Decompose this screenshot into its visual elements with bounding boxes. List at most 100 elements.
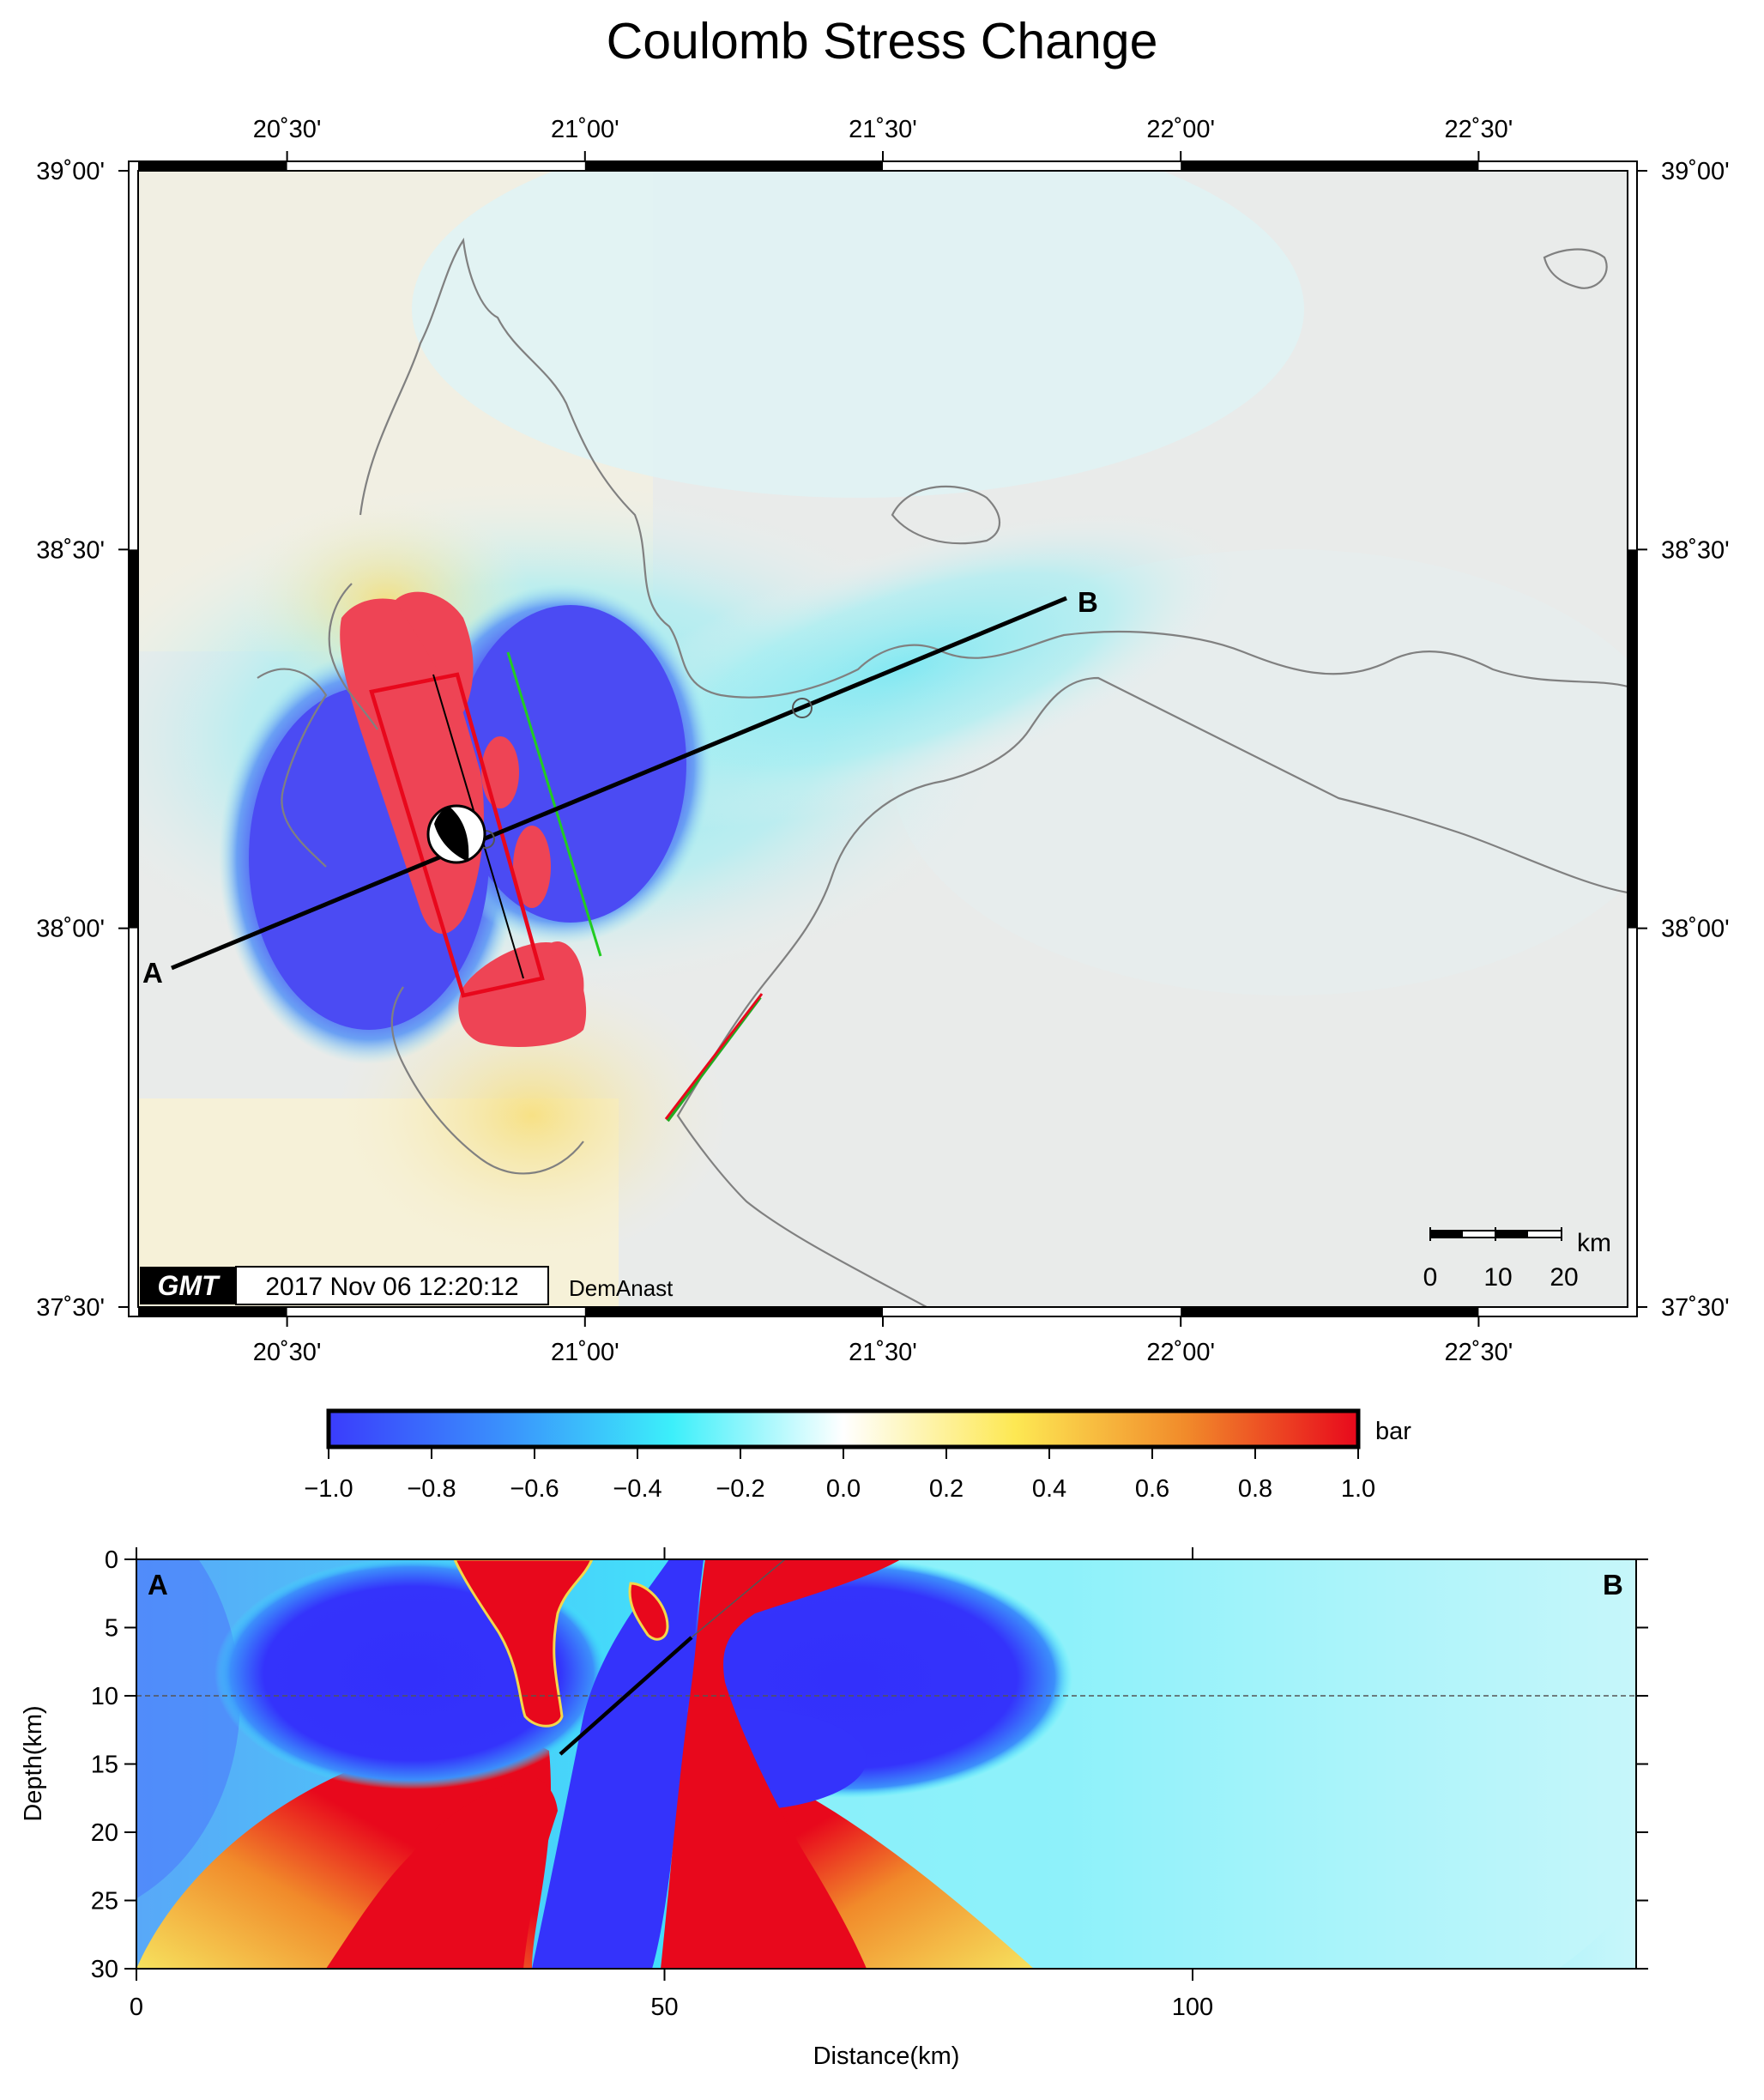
map-frame-segment-bottom	[584, 1308, 883, 1316]
map-negative-core-east	[455, 605, 686, 923]
scale-bar-label-10: 10	[1483, 1263, 1512, 1292]
map-coast-peloponnese	[676, 676, 1628, 1307]
map-frame-segment-top	[138, 162, 287, 170]
section-fault-extension	[691, 1559, 786, 1638]
section-y-tick-label: 10	[91, 1683, 118, 1710]
map-positive-spot-1	[481, 736, 519, 808]
colorbar-tick-label: −0.4	[613, 1475, 662, 1503]
section-label-a: A	[148, 1569, 168, 1601]
section-positive-upper-west	[453, 1559, 594, 1728]
section-x-tick-label: 0	[130, 1994, 143, 2021]
colorbar-tick-label: 0.8	[1238, 1475, 1272, 1503]
section-y-tick-label: 30	[91, 1956, 118, 1983]
map-y-tick-label-right: 38˚00'	[1661, 916, 1730, 943]
map-x-tick-label-bottom: 21˚30'	[849, 1339, 917, 1366]
map-field: A B km 0 10 20 GMT 2017 Nov 06 12:20:12	[138, 171, 1628, 1307]
colorbar-tick-label: 0.4	[1032, 1475, 1066, 1503]
section-x-axis-title: Distance(km)	[813, 2043, 960, 2070]
section-blue-west-edge	[136, 1559, 240, 1899]
map-x-tick-label-top: 20˚30'	[253, 116, 322, 143]
colorbar-tick-label: 0.0	[826, 1475, 861, 1503]
map-pale-cyan-north	[412, 171, 1304, 498]
fault-plane-rectangle	[369, 672, 545, 998]
colorbar-tick-label: −0.6	[510, 1475, 559, 1503]
map-coast-kefalonia	[257, 668, 328, 868]
focal-mechanism-beachball	[426, 804, 486, 864]
map-y-tick-label-left: 39˚00'	[36, 158, 105, 185]
section-positive-upper-east	[661, 1559, 901, 1969]
map-frame-segment-top	[584, 162, 883, 170]
map-profile-label-a: A	[142, 957, 163, 989]
map-coast-north	[359, 237, 1628, 699]
section-y-tick-label: 0	[105, 1546, 118, 1574]
colorbar-ticks: −1.0 −0.8 −0.6 −0.4 −0.2 0.0 0.2 0.4 0.6 0.8 1.0	[304, 1449, 1375, 1503]
map-x-tick-label-top: 21˚30'	[849, 116, 917, 143]
profile-line-a-b	[171, 596, 1067, 971]
map-small-circle-marker	[792, 698, 813, 718]
map-y-tick-label-right: 37˚30'	[1661, 1294, 1730, 1322]
map-positive-lobe-south	[458, 942, 587, 1047]
map-frame-checkerboard	[130, 162, 1636, 1316]
map-frame-segment-top	[1181, 162, 1479, 170]
stamp-timestamp: 2017 Nov 06 12:20:12	[265, 1273, 518, 1301]
colorbar-tick-label: 0.6	[1135, 1475, 1169, 1503]
section-y-tick-label: 20	[91, 1819, 118, 1847]
map-x-tick-label-bottom: 22˚30'	[1445, 1339, 1513, 1366]
map-scale-bar: km 0 10 20	[1423, 1227, 1611, 1292]
map-coastlines	[257, 237, 1628, 1307]
map-coast-lake	[891, 485, 1000, 545]
map-coast-islet	[1543, 248, 1608, 289]
colorbar-unit: bar	[1375, 1418, 1411, 1445]
colorbar-tick-label: 0.2	[929, 1475, 964, 1503]
section-axis-ticks: 0 50 100 0 5 10 15 20 25 30	[91, 1546, 1648, 2021]
map-x-tick-label-bottom: 22˚00'	[1146, 1339, 1215, 1366]
section-y-axis-title: Depth(km)	[20, 1705, 47, 1821]
section-field: A B	[136, 1559, 1636, 1969]
section-y-tick-label: 15	[91, 1752, 118, 1779]
map-x-tick-label-bottom: 20˚30'	[253, 1339, 322, 1366]
map-positive-lobe-north-tip	[395, 591, 474, 712]
map-profile-label-b: B	[1078, 586, 1098, 618]
scale-bar-label-20: 20	[1550, 1263, 1578, 1292]
receiver-fault-green	[506, 651, 602, 957]
map-y-tick-label-left: 38˚00'	[36, 916, 105, 943]
map-y-tick-label-left: 37˚30'	[36, 1294, 105, 1322]
receiver-fault-red	[664, 993, 764, 1120]
section-fault-trace	[559, 1636, 693, 1756]
section-x-tick-label: 50	[650, 1994, 678, 2021]
colorbar-tick-label: −1.0	[304, 1475, 353, 1503]
colorbar-tick-label: −0.8	[407, 1475, 456, 1503]
chart-title: Coulomb Stress Change	[607, 13, 1158, 70]
gmt-logo: GMT	[157, 1270, 220, 1301]
map-y-tick-label-left: 38˚30'	[36, 536, 105, 564]
scale-bar-label-0: 0	[1423, 1263, 1438, 1292]
map-frame-segment-right	[1628, 549, 1636, 929]
map-x-tick-label-bottom: 21˚00'	[551, 1339, 619, 1366]
map-frame-segment-bottom	[1181, 1308, 1479, 1316]
section-label-b: B	[1603, 1569, 1623, 1601]
map-frame-segment-left	[130, 549, 137, 929]
map-coast-lefkada	[328, 583, 378, 730]
map-y-tick-label-right: 39˚00'	[1661, 158, 1730, 185]
section-positive-lower-west	[326, 1776, 558, 1969]
scale-bar-unit: km	[1577, 1229, 1611, 1257]
map-x-tick-label-top: 22˚30'	[1445, 116, 1513, 143]
map-panel: A B km 0 10 20 GMT 2017 Nov 06 12:20:12	[36, 116, 1729, 1366]
map-positive-lobe-south-tip	[549, 941, 584, 1012]
colorbar-tick-label: 1.0	[1341, 1475, 1375, 1503]
cross-section-panel: A B 0 50 100 0 5 10 15 20 25 30 Distance(km) Dept…	[20, 1546, 1648, 2070]
colorbar-tick-label: −0.2	[716, 1475, 764, 1503]
section-positive-blob	[628, 1582, 669, 1641]
section-x-tick-label: 100	[1172, 1994, 1213, 2021]
section-y-tick-label: 5	[105, 1615, 118, 1643]
map-y-tick-label-right: 38˚30'	[1661, 536, 1730, 564]
gmt-timestamp-stamp: GMT 2017 Nov 06 12:20:12 DemAnast	[140, 1266, 674, 1305]
map-axis-ticks: 20˚30' 20˚30' 21˚00' 21˚00' 21˚30' 21˚30' 22˚0…	[36, 116, 1729, 1366]
map-frame-segment-bottom	[138, 1308, 287, 1316]
map-x-tick-label-top: 21˚00'	[551, 116, 619, 143]
map-positive-spot-2	[513, 826, 551, 908]
map-coast-zakynthos	[390, 986, 584, 1175]
section-negative-channel	[532, 1559, 704, 1969]
stamp-credit: DemAnast	[569, 1275, 674, 1301]
